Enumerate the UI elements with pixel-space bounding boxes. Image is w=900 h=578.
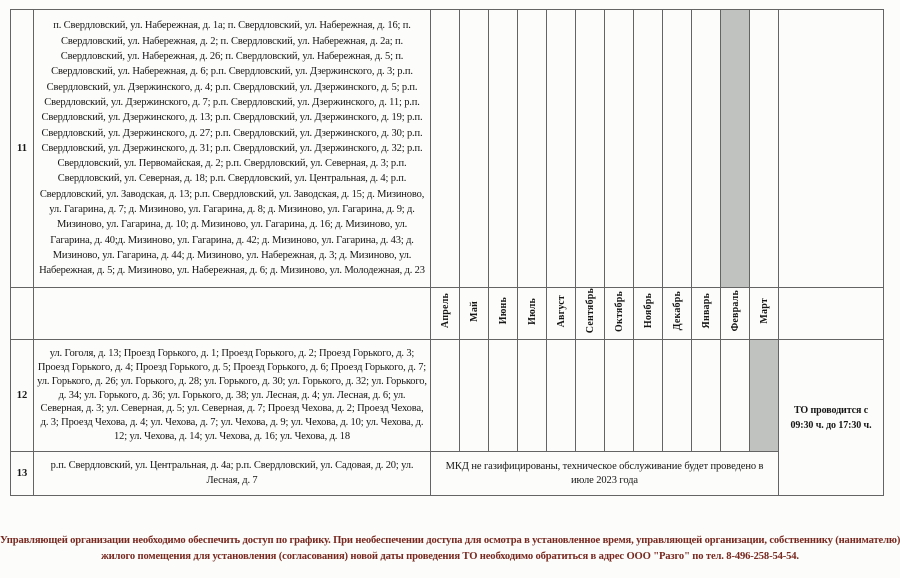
month-cell <box>488 339 518 452</box>
month-label: Май <box>468 300 480 322</box>
month-cell <box>633 339 663 452</box>
service-hours-note: ТО проводится с 09:30 ч. до 17:30 ч. <box>778 339 884 496</box>
row-number: 12 <box>10 339 34 452</box>
row-number: 13 <box>10 451 34 496</box>
month-label: Июль <box>526 297 538 325</box>
footer-line: жилого помещения для установления (согла… <box>101 550 799 562</box>
no-gas-note: МКД не газифицированы, техническое обслу… <box>430 451 779 496</box>
month-header-cell: Июнь <box>488 287 518 340</box>
address-list: п. Свердловский, ул. Набережная, д. 1а; … <box>33 9 431 288</box>
month-label: Август <box>555 294 567 328</box>
month-label: Апрель <box>439 293 451 329</box>
footer-access-notice: Управляющей организации необходимо обесп… <box>0 533 900 565</box>
month-cell <box>517 9 547 288</box>
month-label: Февраль <box>729 290 741 332</box>
table-row: 11 п. Свердловский, ул. Набережная, д. 1… <box>10 9 884 288</box>
header-spacer-cell <box>33 287 431 340</box>
month-header-cell: Октябрь <box>604 287 634 340</box>
month-label: Октябрь <box>613 290 625 332</box>
month-header-cell: Январь <box>691 287 721 340</box>
maintenance-schedule-table: 11 п. Свердловский, ул. Набережная, д. 1… <box>10 9 884 496</box>
month-header-cell: Июль <box>517 287 547 340</box>
address-list: р.п. Свердловский, ул. Центральная, д. 4… <box>33 451 431 496</box>
month-cell <box>662 339 692 452</box>
month-cell <box>575 9 605 288</box>
month-header-cell: Сентябрь <box>575 287 605 340</box>
header-spacer-cell <box>778 287 884 340</box>
month-header-cell: Декабрь <box>662 287 692 340</box>
month-header-row: Апрель Май Июнь Июль Август Сентябрь Окт… <box>10 287 884 340</box>
month-cell <box>459 9 489 288</box>
month-cell <box>575 339 605 452</box>
month-cell <box>459 339 489 452</box>
month-cell <box>604 339 634 452</box>
month-cell <box>488 9 518 288</box>
month-label: Сентябрь <box>584 288 596 334</box>
month-cell <box>662 9 692 288</box>
row-number: 11 <box>10 9 34 288</box>
month-cell <box>691 9 721 288</box>
month-cell-scheduled <box>749 339 779 452</box>
address-list: ул. Гоголя, д. 13; Проезд Горького, д. 1… <box>33 339 431 452</box>
month-label: Июнь <box>497 297 509 325</box>
month-cell <box>430 339 460 452</box>
month-label: Март <box>758 298 770 324</box>
month-header-cell: Август <box>546 287 576 340</box>
month-cell <box>604 9 634 288</box>
month-cell <box>749 9 779 288</box>
header-spacer-cell <box>10 287 34 340</box>
month-label: Декабрь <box>671 291 683 331</box>
footer-line: Управляющей организации необходимо обесп… <box>0 535 900 546</box>
month-cell <box>430 9 460 288</box>
month-label: Ноябрь <box>642 293 654 329</box>
month-header-cell: Апрель <box>430 287 460 340</box>
month-header-cell: Май <box>459 287 489 340</box>
right-column-cell <box>778 9 884 288</box>
month-header-cell: Февраль <box>720 287 750 340</box>
month-cell <box>691 339 721 452</box>
month-cell-scheduled <box>720 9 750 288</box>
month-cell <box>633 9 663 288</box>
table-row: 13 р.п. Свердловский, ул. Центральная, д… <box>10 451 884 496</box>
month-header-cell: Ноябрь <box>633 287 663 340</box>
month-header-cell: Март <box>749 287 779 340</box>
month-cell <box>546 9 576 288</box>
month-cell <box>546 339 576 452</box>
month-cell <box>720 339 750 452</box>
month-label: Январь <box>700 293 712 329</box>
month-cell <box>517 339 547 452</box>
table-row: 12 ул. Гоголя, д. 13; Проезд Горького, д… <box>10 339 884 496</box>
